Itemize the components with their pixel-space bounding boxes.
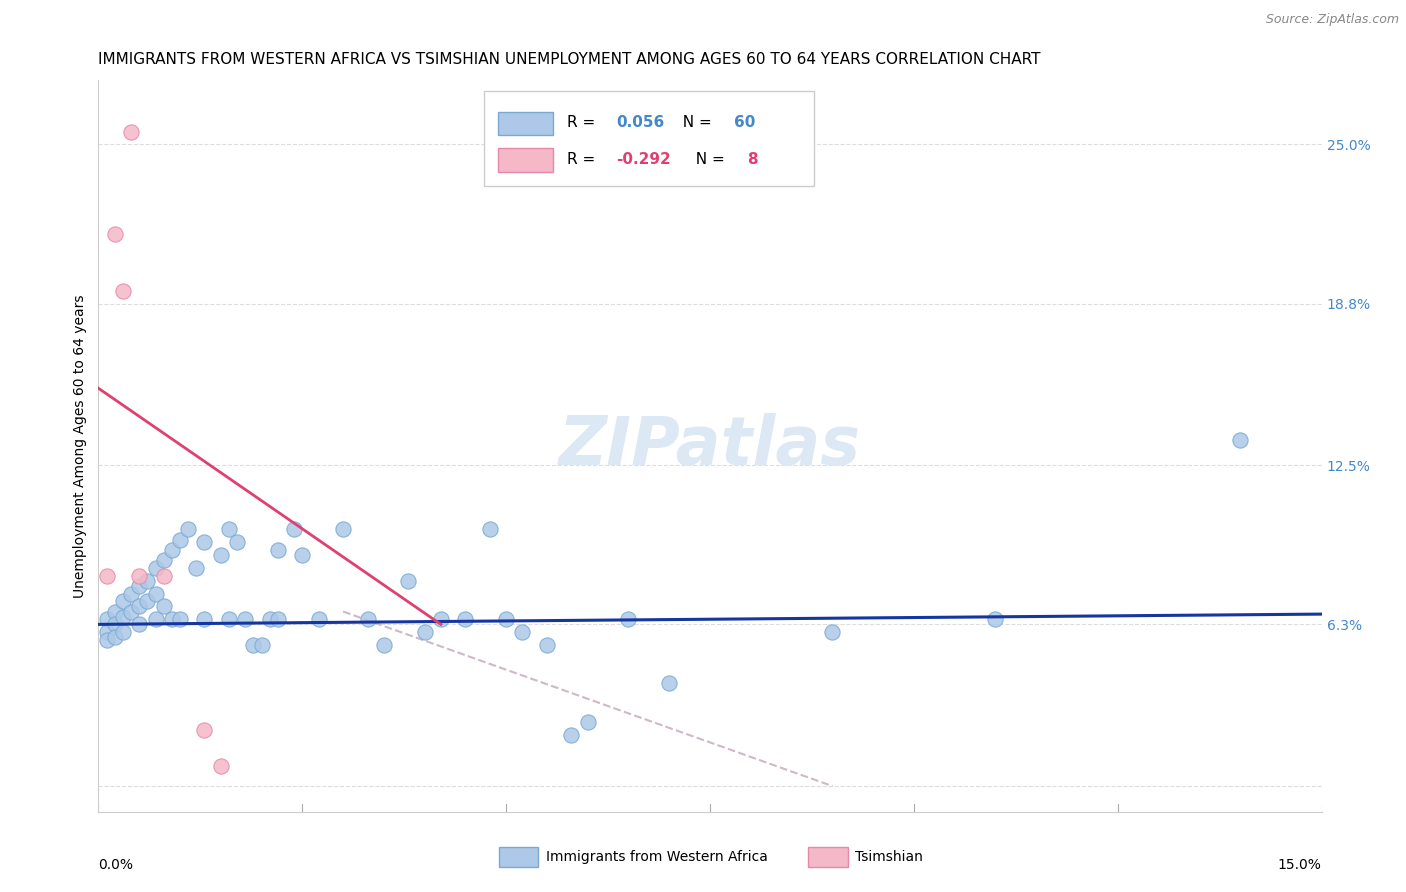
Point xyxy=(96,568,118,582)
Point xyxy=(111,594,134,608)
Point xyxy=(120,605,142,619)
Point xyxy=(96,612,118,626)
Point xyxy=(218,612,240,626)
Text: 60: 60 xyxy=(734,115,756,130)
Text: Source: ZipAtlas.com: Source: ZipAtlas.com xyxy=(1265,13,1399,27)
Point xyxy=(169,612,191,626)
Point xyxy=(104,617,127,632)
Point xyxy=(104,605,127,619)
Point xyxy=(242,638,264,652)
Point xyxy=(267,543,290,558)
Point xyxy=(259,612,281,626)
Point xyxy=(413,625,436,640)
Point xyxy=(291,548,314,562)
Point xyxy=(104,630,127,644)
Point xyxy=(152,553,174,567)
Point xyxy=(136,574,159,588)
Point xyxy=(478,523,501,537)
Point xyxy=(430,612,453,626)
Point xyxy=(160,543,183,558)
Text: N =: N = xyxy=(673,115,717,130)
Text: 0.0%: 0.0% xyxy=(98,858,134,871)
Point xyxy=(193,612,215,626)
FancyBboxPatch shape xyxy=(484,91,814,186)
Point xyxy=(193,723,215,737)
Point xyxy=(145,612,167,626)
Text: 0.056: 0.056 xyxy=(616,115,664,130)
Point xyxy=(128,617,150,632)
Point xyxy=(104,227,127,242)
Point xyxy=(373,638,395,652)
Point xyxy=(617,612,640,626)
Text: Tsimshian: Tsimshian xyxy=(855,850,922,864)
Point xyxy=(209,758,232,772)
Point xyxy=(128,568,150,582)
Point xyxy=(145,586,167,600)
Point xyxy=(177,523,200,537)
Point xyxy=(821,625,844,640)
Point xyxy=(111,609,134,624)
Point xyxy=(111,625,134,640)
Text: Immigrants from Western Africa: Immigrants from Western Africa xyxy=(546,850,768,864)
Text: ZIPatlas: ZIPatlas xyxy=(560,413,860,479)
FancyBboxPatch shape xyxy=(498,112,554,136)
Point xyxy=(267,612,290,626)
Point xyxy=(396,574,419,588)
Point xyxy=(120,586,142,600)
Point xyxy=(145,561,167,575)
Point xyxy=(218,523,240,537)
Point xyxy=(233,612,256,626)
Text: 15.0%: 15.0% xyxy=(1278,858,1322,871)
Point xyxy=(96,632,118,647)
Point xyxy=(120,125,142,139)
Point xyxy=(454,612,477,626)
Point xyxy=(356,612,378,626)
Point xyxy=(308,612,330,626)
Point xyxy=(250,638,273,652)
Y-axis label: Unemployment Among Ages 60 to 64 years: Unemployment Among Ages 60 to 64 years xyxy=(73,294,87,598)
Point xyxy=(111,284,134,298)
Point xyxy=(576,714,599,729)
Point xyxy=(152,568,174,582)
Point xyxy=(984,612,1007,626)
Point xyxy=(186,561,208,575)
Point xyxy=(152,599,174,614)
Point xyxy=(96,625,118,640)
Point xyxy=(136,594,159,608)
Text: 8: 8 xyxy=(747,152,758,167)
Point xyxy=(658,676,681,690)
Point xyxy=(332,523,354,537)
Text: R =: R = xyxy=(567,115,600,130)
Point xyxy=(128,599,150,614)
Text: N =: N = xyxy=(686,152,730,167)
FancyBboxPatch shape xyxy=(498,148,554,171)
Point xyxy=(1229,433,1251,447)
Point xyxy=(169,533,191,547)
Text: -0.292: -0.292 xyxy=(616,152,671,167)
Point xyxy=(226,535,249,549)
Point xyxy=(536,638,558,652)
Point xyxy=(160,612,183,626)
Point xyxy=(283,523,305,537)
Point xyxy=(128,579,150,593)
Point xyxy=(495,612,517,626)
Point xyxy=(512,625,534,640)
Point xyxy=(193,535,215,549)
Point xyxy=(209,548,232,562)
Point xyxy=(560,728,582,742)
Text: R =: R = xyxy=(567,152,600,167)
Text: IMMIGRANTS FROM WESTERN AFRICA VS TSIMSHIAN UNEMPLOYMENT AMONG AGES 60 TO 64 YEA: IMMIGRANTS FROM WESTERN AFRICA VS TSIMSH… xyxy=(98,52,1040,67)
